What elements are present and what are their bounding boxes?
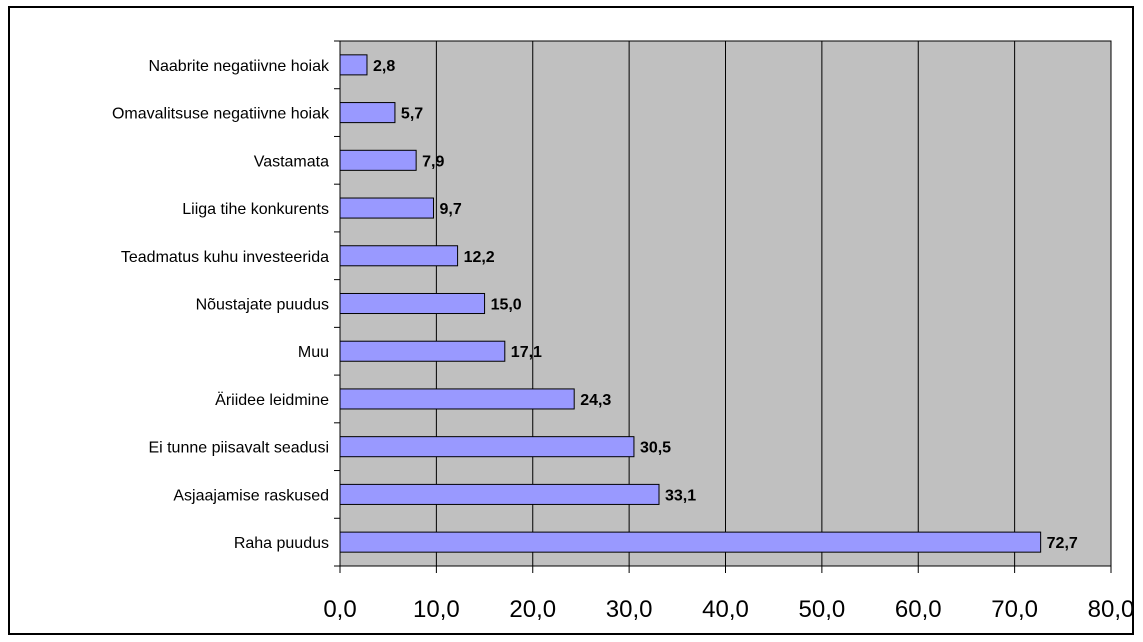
x-tick-label: 20,0 [509,596,556,623]
bar [339,483,660,505]
category-label: Liiga tihe konkurents [182,201,329,218]
value-label: 72,7 [1047,535,1078,552]
category-label: Vastamata [254,153,329,170]
category-label: Raha puudus [234,535,329,552]
bar [339,388,575,410]
value-label: 7,9 [422,153,444,170]
bar [339,436,635,458]
category-label: Asjaajamise raskused [173,487,329,504]
value-label: 33,1 [665,487,696,504]
x-tick-label: 0,0 [323,596,356,623]
category-label: Äriidee leidmine [215,391,329,409]
x-tick-label: 80,0 [1088,596,1135,623]
x-tick-label: 60,0 [895,596,942,623]
category-label: Muu [298,344,329,361]
value-label: 24,3 [580,392,611,409]
bar [339,149,417,171]
value-label: 5,7 [401,106,423,123]
bar [339,531,1042,553]
x-tick-labels: 0,0 10,0 20,0 30,0 40,0 50,0 60,0 70,0 80,0 [323,596,1134,623]
category-label: Teadmatus kuhu investeerida [121,249,329,266]
x-tick-label: 70,0 [991,596,1038,623]
category-label: Ei tunne piisavalt seadusi [148,440,329,457]
gridlines [435,41,1016,566]
value-label: 17,1 [511,344,542,361]
bar [339,340,506,362]
x-tick-label: 40,0 [702,596,749,623]
value-label: 15,0 [491,297,522,314]
bar [339,245,459,267]
value-label: 12,2 [464,249,495,266]
bar [339,102,396,124]
value-labels: 2,8 5,7 7,9 9,7 12,2 15,0 17,1 24,3 30,5 33,1 72,7 [373,58,1078,552]
category-label: Naabrite negatiivne hoiak [148,58,330,75]
bar [339,292,486,315]
value-label: 2,8 [373,58,395,75]
x-tick-label: 10,0 [413,596,460,623]
category-label: Omavalitsuse negatiivne hoiak [112,106,330,123]
value-label: 9,7 [439,201,461,218]
bar [339,54,368,76]
x-tick-label: 50,0 [799,596,846,623]
bars [339,54,1042,553]
x-tick-label: 30,0 [606,596,653,623]
value-label: 30,5 [640,440,671,457]
bar [339,197,434,219]
category-labels: Naabrite negatiivne hoiak Omavalitsuse ne… [112,58,330,552]
category-label: Nõustajate puudus [196,297,329,314]
axes [334,40,1112,573]
